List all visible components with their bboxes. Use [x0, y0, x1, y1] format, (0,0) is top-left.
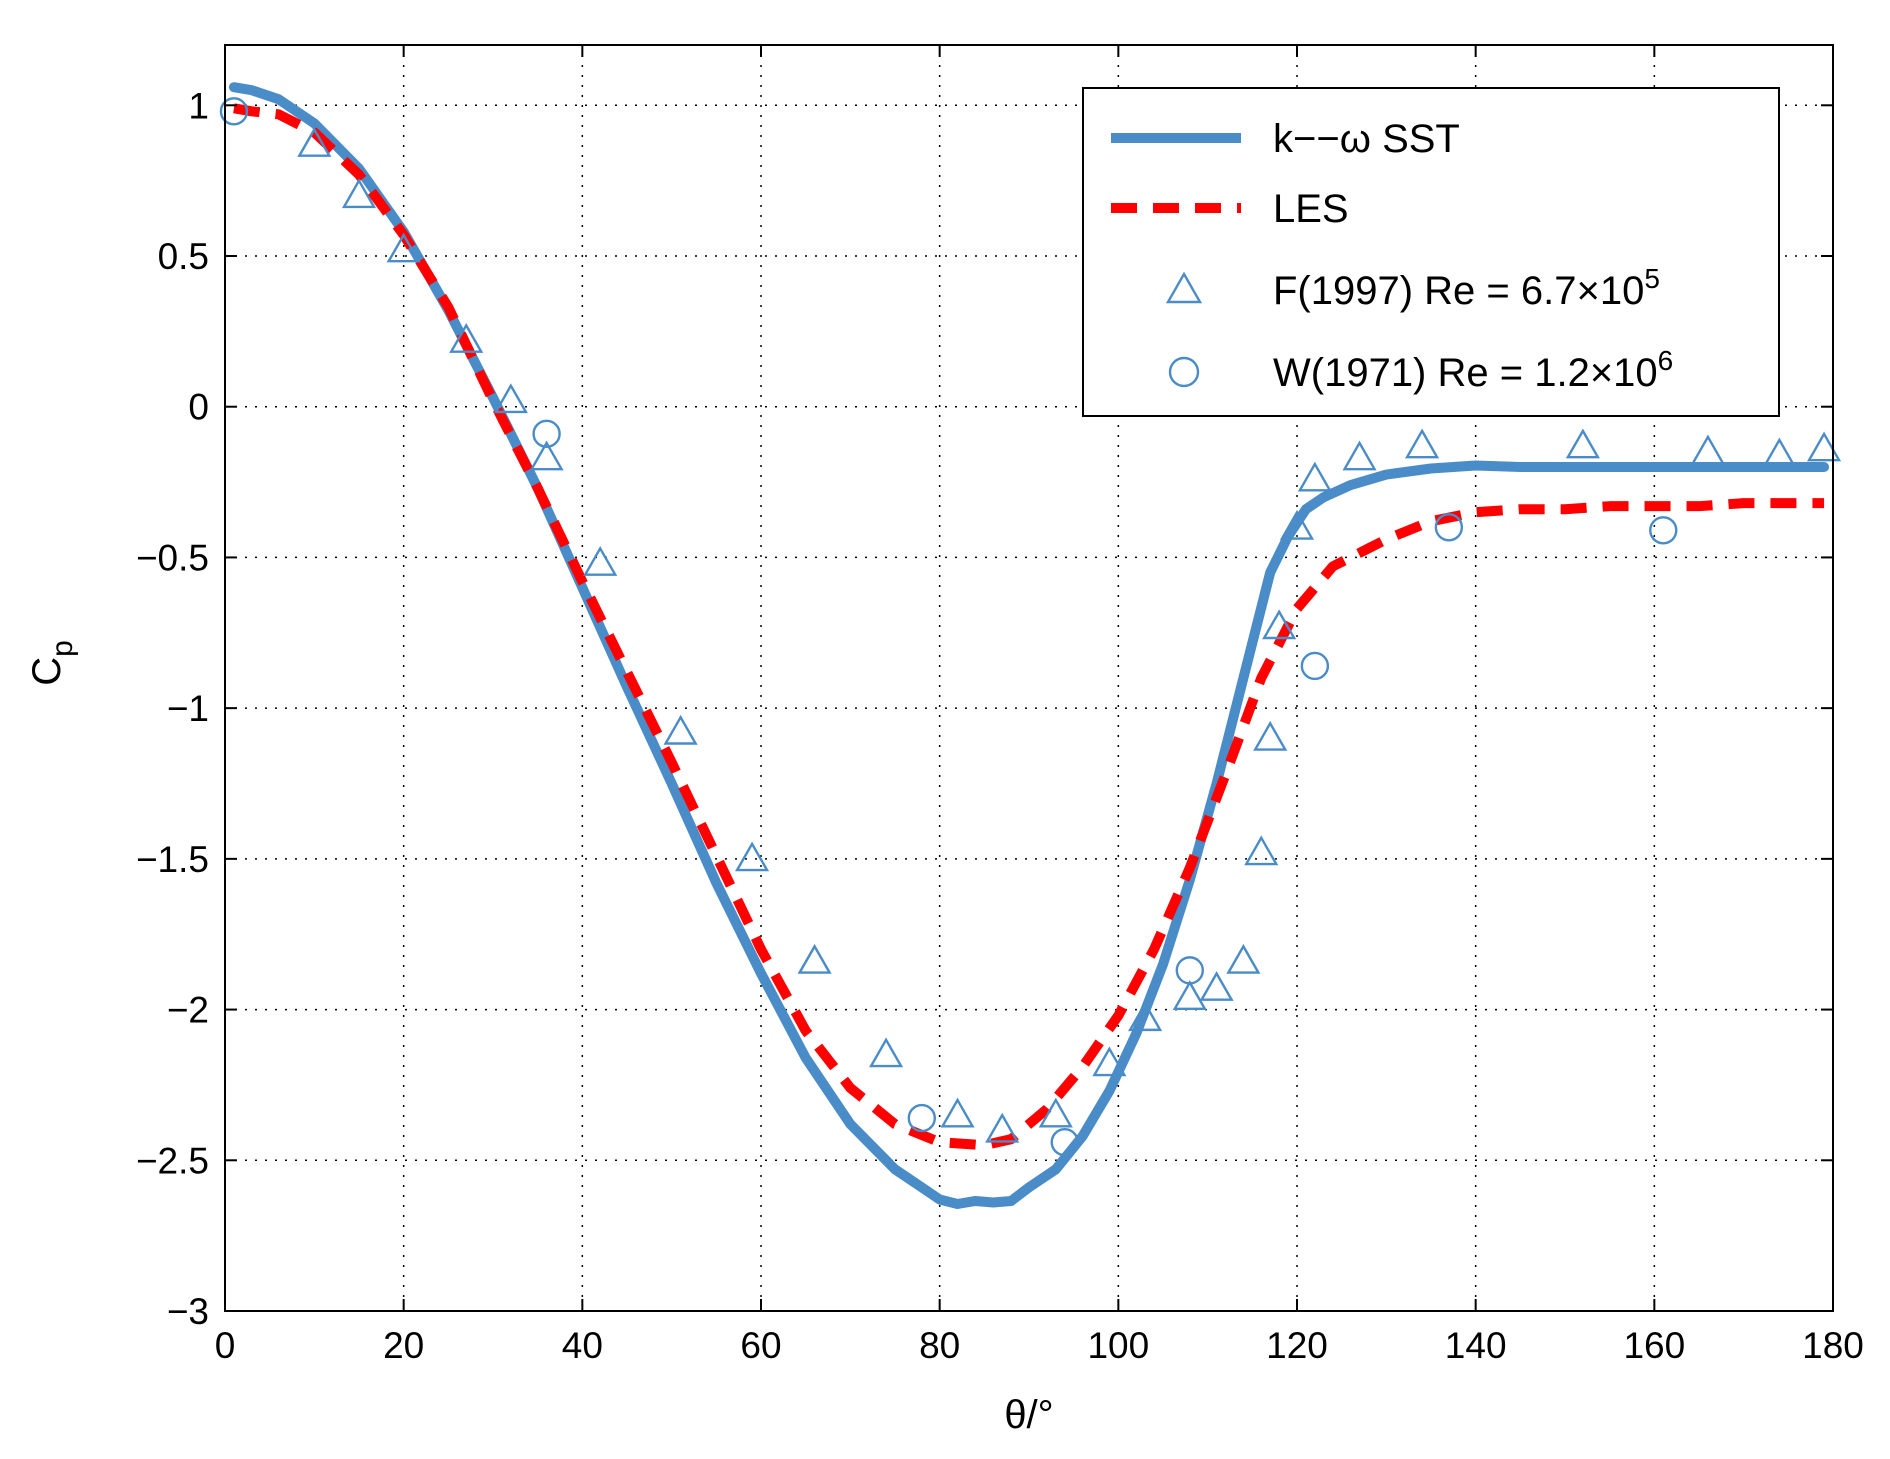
x-tick-label: 80: [919, 1325, 960, 1366]
y-axis-label-main: C: [25, 657, 69, 686]
tick-marks: [224, 45, 1834, 1312]
legend-w1971-label-base: W(1971) Re = 1.2×10: [1273, 351, 1658, 395]
f1997-triangle-point: [493, 383, 528, 414]
x-tick-label: 160: [1623, 1325, 1685, 1366]
legend-f1997-label-base: F(1997) Re = 6.7×10: [1273, 269, 1644, 313]
f1997-triangle-point: [797, 943, 832, 974]
f1997-triangle-point: [1807, 431, 1842, 462]
x-tick-label: 120: [1266, 1325, 1328, 1366]
f1997-triangle-point: [1253, 720, 1288, 751]
x-axis-label: θ/°: [1004, 1393, 1053, 1437]
f1997-triangle-point: [583, 546, 618, 576]
f1997-triangle-point: [1172, 980, 1207, 1010]
f1997-triangle-point: [1297, 461, 1332, 492]
y-tick-label: 0.5: [158, 236, 209, 277]
f1997-triangle-point: [868, 1037, 904, 1068]
legend-w1971-label: W(1971) Re = 1.2×106: [1273, 345, 1673, 395]
f1997-triangle-point: [1342, 440, 1377, 471]
legend-w1971-label-exponent: 6: [1658, 345, 1674, 376]
f1997-triangle-point: [1128, 1001, 1163, 1032]
legend-les-label: LES: [1273, 187, 1349, 231]
f1997-triangle-point: [449, 322, 484, 353]
legend: k−−ω SST LES F(1997) Re = 6.7×105 W(1971…: [1082, 87, 1780, 417]
legend-item-f1997: F(1997) Re = 6.7×105: [1165, 263, 1660, 313]
legend-circle-marker-sample: [1168, 356, 1200, 388]
w1971-circle-point: [1649, 516, 1678, 545]
f1997-triangle-point: [1092, 1046, 1127, 1077]
f1997-triangle-point: [985, 1112, 1020, 1143]
legend-item-w1971: W(1971) Re = 1.2×106: [1168, 345, 1673, 395]
w1971-circle-point: [219, 97, 249, 126]
x-tick-label: 100: [1087, 1325, 1149, 1366]
f1997-triangle-point: [386, 232, 421, 263]
f1997-triangle-point: [734, 841, 770, 872]
f1997-triangle-point: [529, 440, 564, 471]
y-tick-label: −2.5: [136, 1140, 209, 1181]
w1971-circle-point: [1300, 651, 1330, 681]
y-tick-label: −0.5: [136, 537, 209, 578]
les-curve: [233, 103, 1825, 1151]
y-axis-label: Cp: [25, 640, 79, 686]
f1997-triangle-point: [1565, 428, 1600, 459]
y-tick-label: 0: [188, 387, 209, 428]
y-tick-label: −2: [167, 990, 209, 1031]
f1997-triangle-point: [297, 127, 332, 157]
axes-box: [224, 44, 1834, 1312]
x-tick-label: 40: [562, 1325, 603, 1366]
legend-item-les: LES: [1111, 187, 1349, 231]
f1997-triangle-point: [1038, 1097, 1073, 1128]
f1997-triangle-point: [940, 1097, 975, 1128]
w1971-circle-point: [1175, 956, 1205, 985]
y-tick-label: −1.5: [136, 839, 209, 880]
x-tick-label: 60: [740, 1325, 781, 1366]
y-tick-label: −1: [167, 688, 209, 729]
series-layer: [219, 82, 1842, 1209]
w1971-circle-point: [907, 1103, 936, 1133]
x-tick-label: 20: [383, 1325, 424, 1366]
x-tick-labels: 0 20 40 60 80 100 120 140 160 180: [215, 1325, 1864, 1366]
legend-item-sst: k−−ω SST: [1111, 117, 1460, 161]
f1997-triangle-point: [1690, 434, 1725, 465]
y-tick-label: −3: [167, 1291, 209, 1332]
legend-sst-label: k−−ω SST: [1273, 117, 1460, 161]
f1997-triangle-point: [1405, 428, 1440, 459]
f1997-triangle-point: [341, 178, 377, 209]
x-tick-label: 0: [215, 1325, 236, 1366]
f1997-triangle-point: [1279, 509, 1315, 540]
f1997-triangle-point: [1226, 943, 1261, 974]
f1997-triangle-point: [1762, 437, 1797, 468]
w1971-circle-point: [532, 419, 561, 449]
y-axis-label-subscript: p: [46, 640, 79, 657]
y-tick-labels: 1 0.5 0 −0.5 −1 −1.5 −2 −2.5 −3: [136, 85, 209, 1332]
w1971-circle-point: [1050, 1127, 1079, 1157]
y-tick-label: 1: [188, 85, 209, 126]
f1997-triangle-point: [663, 714, 698, 745]
w1971-circle-point: [1434, 513, 1464, 542]
f1997-triangle-point: [1199, 971, 1234, 1001]
plot-frame: [224, 44, 1834, 1312]
legend-triangle-marker-sample: [1165, 271, 1203, 304]
legend-f1997-label-exponent: 5: [1644, 263, 1660, 294]
x-tick-label: 140: [1445, 1325, 1507, 1366]
f1997-triangle-point: [1262, 609, 1297, 640]
legend-f1997-label: F(1997) Re = 6.7×105: [1273, 263, 1660, 313]
x-tick-label: 180: [1802, 1325, 1864, 1366]
f1997-triangle-point: [1244, 835, 1279, 866]
